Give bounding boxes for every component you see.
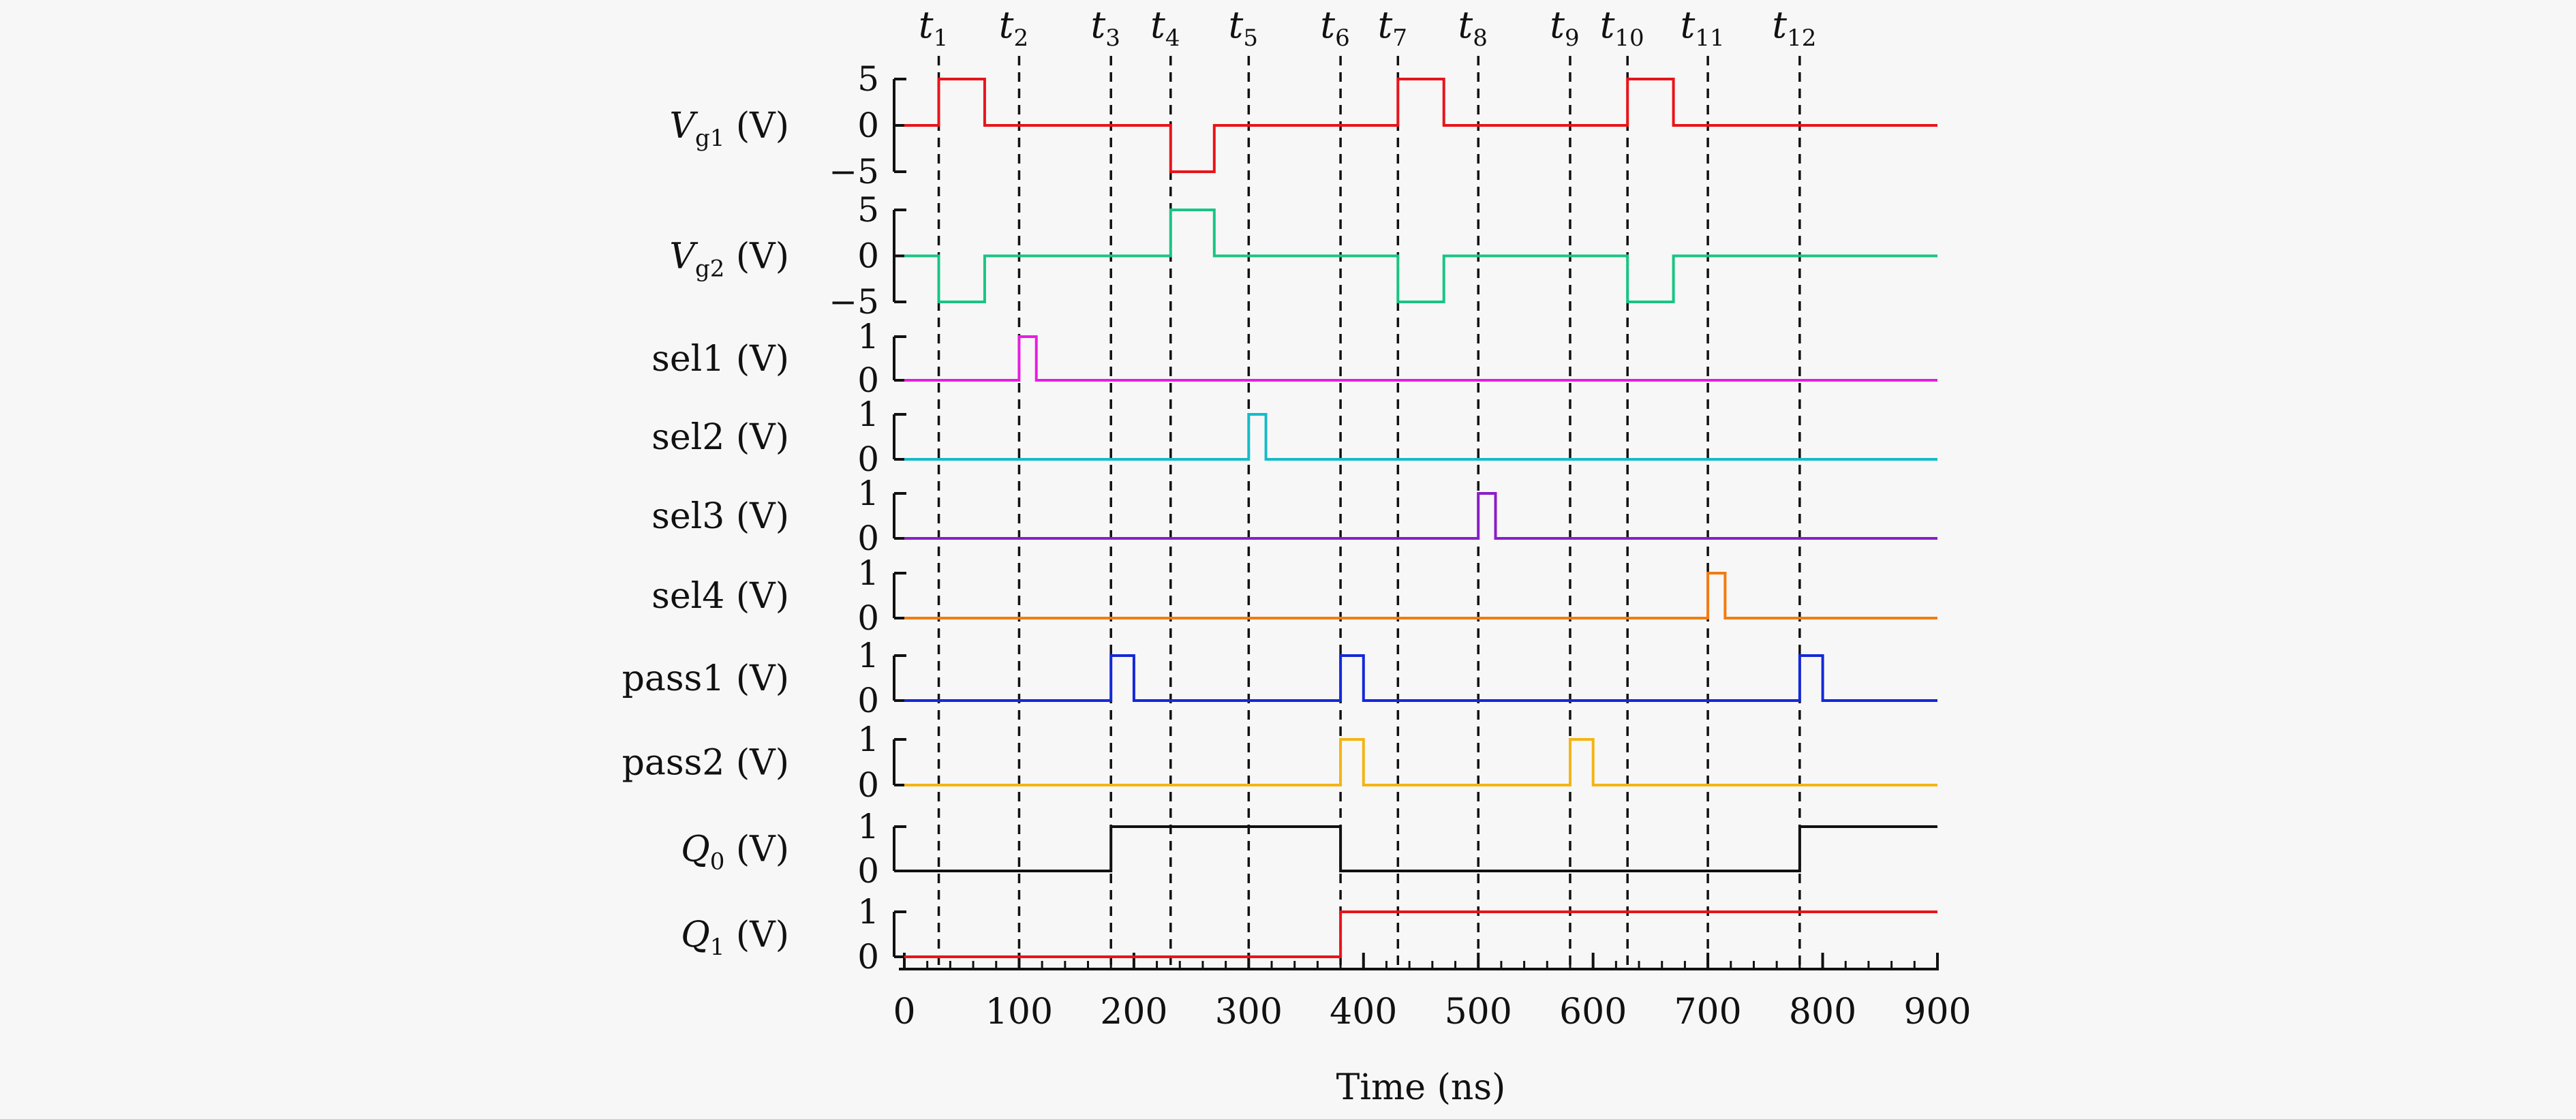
y-tick-label: 1 — [857, 553, 879, 593]
waveform-sel3 — [904, 492, 1937, 540]
time-marker-label-6: t6 — [1320, 3, 1349, 52]
series-pass2: 1 0 pass2 (V) — [622, 720, 1937, 805]
y-tick-label: 0 — [857, 519, 879, 558]
series-pass1: 1 0 pass1 (V) — [622, 636, 1937, 720]
y-tick-label: 0 — [857, 361, 879, 400]
y-tick-label: −5 — [829, 152, 879, 191]
row-label-vg1: Vg1 (V) — [669, 106, 789, 152]
x-tick-label: 0 — [893, 992, 915, 1032]
waveform-sel4 — [904, 572, 1937, 619]
x-axis-label: Time (ns) — [1336, 1067, 1506, 1108]
waveform-vg1 — [904, 78, 1937, 173]
row-label-q1: Q1 (V) — [681, 915, 789, 961]
y-tick-label: 0 — [857, 440, 879, 479]
y-tick-label: 1 — [857, 474, 879, 513]
waveform-sel1 — [904, 335, 1937, 382]
series-sel4: 1 0 sel4 (V) — [651, 553, 1937, 638]
time-marker-label-8: t8 — [1458, 3, 1488, 52]
y-tick-label: 0 — [857, 598, 879, 638]
time-marker-label-5: t5 — [1229, 3, 1258, 52]
row-label-sel2: sel2 (V) — [651, 417, 789, 458]
y-tick-label: 1 — [857, 720, 879, 759]
x-tick-label: 900 — [1903, 992, 1971, 1032]
waveform-pass2 — [904, 738, 1937, 786]
series-q1: 1 0 Q1 (V) — [681, 892, 1937, 977]
y-tick-label: 0 — [857, 106, 879, 145]
time-marker-label-11: t11 — [1681, 3, 1725, 52]
x-tick-label: 300 — [1215, 992, 1283, 1032]
y-tick-label: 1 — [857, 317, 879, 356]
y-tick-label: 0 — [857, 236, 879, 276]
time-marker-label-7: t7 — [1378, 3, 1407, 52]
y-tick-label: 5 — [857, 190, 879, 230]
y-tick-label: 1 — [857, 807, 879, 846]
time-marker-label-9: t9 — [1550, 3, 1579, 52]
waveform-pass1 — [904, 654, 1937, 702]
series-sel2: 1 0 sel2 (V) — [651, 395, 1937, 479]
y-tick-label: 1 — [857, 636, 879, 675]
series-q0: 1 0 Q0 (V) — [681, 807, 1937, 891]
row-label-pass2: pass2 (V) — [622, 743, 789, 784]
row-label-q0: Q0 (V) — [681, 829, 789, 876]
y-tick-label: 0 — [857, 681, 879, 720]
y-tick-label: 0 — [857, 765, 879, 805]
x-tick-label: 700 — [1674, 992, 1741, 1032]
waveform-q0 — [904, 825, 1937, 872]
x-tick-label: 800 — [1789, 992, 1856, 1032]
time-marker-label-10: t10 — [1600, 3, 1644, 52]
y-tick-label: 5 — [857, 59, 879, 99]
time-marker-label-3: t3 — [1091, 3, 1120, 52]
waveform-sel2 — [904, 413, 1937, 461]
waveform-vg2 — [904, 209, 1937, 303]
time-marker-label-2: t2 — [999, 3, 1028, 52]
row-label-vg2: Vg2 (V) — [669, 236, 789, 283]
series-vg1: 5 0 −5 Vg1 (V) — [669, 59, 1937, 191]
y-tick-label: 1 — [857, 892, 879, 932]
row-label-sel1: sel1 (V) — [651, 339, 789, 380]
y-tick-label: 0 — [857, 937, 879, 977]
y-tick-label: −5 — [829, 282, 879, 322]
axes-group: 0 100 200 300 400 500 600 700 800 900 — [893, 953, 1972, 1032]
series-vg2: 5 0 −5 Vg2 (V) — [669, 190, 1937, 322]
x-tick-label: 500 — [1445, 992, 1512, 1032]
series-sel3: 1 0 sel3 (V) — [651, 474, 1937, 558]
row-label-pass1: pass1 (V) — [622, 658, 789, 699]
x-tick-label: 100 — [985, 992, 1053, 1032]
time-marker-label-1: t1 — [919, 3, 948, 52]
y-tick-label: 0 — [857, 851, 879, 891]
time-markers: t1 t2 t3 t4 t5 t6 t7 t8 t9 t10 t11 t12 — [919, 3, 1816, 965]
y-tick-label: 1 — [857, 395, 879, 434]
series-sel1: 1 0 sel1 (V) — [651, 317, 1937, 400]
x-tick-label: 400 — [1330, 992, 1397, 1032]
time-marker-label-12: t12 — [1772, 3, 1816, 52]
waveform-q1 — [904, 910, 1937, 958]
row-label-sel4: sel4 (V) — [651, 576, 789, 617]
x-tick-label: 200 — [1100, 992, 1167, 1032]
x-tick-label: 600 — [1559, 992, 1627, 1032]
time-marker-label-4: t4 — [1150, 3, 1180, 52]
row-label-sel3: sel3 (V) — [651, 496, 789, 537]
